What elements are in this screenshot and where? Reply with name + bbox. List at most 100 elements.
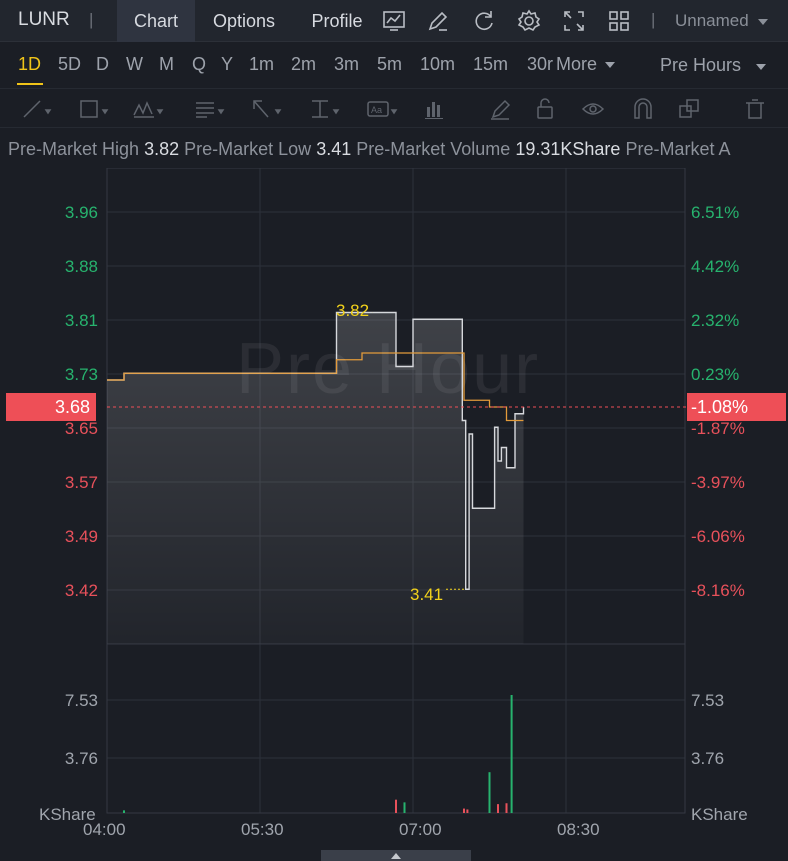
volume-bar xyxy=(395,799,397,813)
volume-unit-right: KShare xyxy=(691,805,748,824)
average-price-line xyxy=(107,352,524,422)
low-annotation: 3.41 xyxy=(410,585,444,604)
volume-label: Pre-Market Volume xyxy=(356,139,511,159)
edit-pen-icon[interactable] xyxy=(425,8,451,34)
current-price-badge: 3.68 xyxy=(6,393,96,421)
period-q[interactable]: Q xyxy=(192,54,207,74)
period-3m[interactable]: 3m xyxy=(334,54,360,74)
time-axis-label: 08:30 xyxy=(557,820,600,839)
pattern-icon[interactable] xyxy=(132,97,164,121)
trash-icon[interactable] xyxy=(742,97,774,121)
price-axis-label: 3.65 xyxy=(64,419,98,438)
pct-axis-label: -8.16% xyxy=(691,581,745,600)
current-change-badge: -1.08% xyxy=(687,393,786,421)
duplicate-icon[interactable] xyxy=(677,97,709,121)
ticker-separator: | xyxy=(89,10,94,29)
pct-axis-label: 4.42% xyxy=(691,257,740,276)
time-axis-label: 04:00 xyxy=(83,820,126,839)
eye-icon[interactable] xyxy=(580,97,612,121)
volume-axis-label: 7.53 xyxy=(64,691,98,710)
active-period-indicator xyxy=(17,83,43,85)
grid-layout-icon[interactable] xyxy=(606,8,632,34)
period-bar: 1D 5D D W M Q Y 1m 2m 3m 5m 10m 15m 30r … xyxy=(0,43,788,87)
volume-value: 19.31KShare xyxy=(515,139,621,159)
price-axis-label: 3.49 xyxy=(64,527,98,546)
pct-axis-label: -3.97% xyxy=(691,473,745,492)
drawing-toolbar: Aa xyxy=(0,88,788,128)
trend-line-icon[interactable] xyxy=(20,97,52,121)
low-value: 3.41 xyxy=(316,139,352,159)
price-axis-label: 3.73 xyxy=(64,365,98,384)
volume-bar xyxy=(510,694,513,813)
session-selector[interactable]: Pre Hours xyxy=(660,55,742,75)
period-2m[interactable]: 2m xyxy=(291,54,317,74)
period-15m[interactable]: 15m xyxy=(473,54,509,74)
more-chevron-icon[interactable] xyxy=(605,62,615,68)
price-line xyxy=(107,311,525,590)
volume-axis-label: 3.76 xyxy=(64,749,98,768)
indicator-icon[interactable] xyxy=(423,97,455,121)
arrow-icon[interactable] xyxy=(250,97,282,121)
chevron-down-icon[interactable] xyxy=(758,19,768,25)
price-axis-label: 3.57 xyxy=(64,473,98,492)
pct-axis-label: 6.51% xyxy=(691,203,740,222)
price-chart[interactable]: Pre Hour 3.96 3.88 3.81 3.73 3.65 3.57 3… xyxy=(0,168,788,848)
volume-bar xyxy=(123,810,125,813)
chart-window-icon[interactable] xyxy=(381,8,407,34)
layout-selector[interactable]: Unnamed xyxy=(675,11,749,30)
chart-watermark: Pre Hour xyxy=(236,329,541,409)
price-area xyxy=(107,312,524,644)
brush-icon[interactable] xyxy=(487,97,519,121)
top-bar: LUNR | Chart Options Profile | Unnamed xyxy=(0,0,788,42)
period-1d[interactable]: 1D xyxy=(18,54,42,74)
settings-gear-icon[interactable] xyxy=(516,8,542,34)
price-axis-label: 3.96 xyxy=(64,203,98,222)
period-w[interactable]: W xyxy=(126,54,143,74)
period-1m[interactable]: 1m xyxy=(249,54,275,74)
pct-axis-label: -1.87% xyxy=(691,419,745,438)
period-5m[interactable]: 5m xyxy=(377,54,403,74)
volume-bar xyxy=(497,804,499,813)
volume-bar xyxy=(463,808,465,813)
high-annotation: 3.82 xyxy=(336,301,370,320)
volume-bar xyxy=(505,803,508,813)
volume-axis-label: 3.76 xyxy=(691,749,725,768)
measure-icon[interactable] xyxy=(308,97,340,121)
period-d[interactable]: D xyxy=(96,54,109,74)
price-axis-label: 3.88 xyxy=(64,257,98,276)
pct-axis-label: -6.06% xyxy=(691,527,745,546)
chart-canvas[interactable] xyxy=(0,168,788,848)
volume-unit-left: KShare xyxy=(39,805,96,824)
price-axis-label: 3.42 xyxy=(64,581,98,600)
expand-up-icon[interactable] xyxy=(391,853,401,859)
session-chevron-icon[interactable] xyxy=(756,64,766,70)
more-periods-button[interactable]: More xyxy=(556,54,598,74)
text-note-icon[interactable] xyxy=(193,97,225,121)
period-5d[interactable]: 5D xyxy=(58,54,82,74)
ticker-symbol[interactable]: LUNR xyxy=(18,9,70,30)
period-y[interactable]: Y xyxy=(221,54,234,74)
rectangle-icon[interactable] xyxy=(77,97,109,121)
magnet-icon[interactable] xyxy=(630,97,662,121)
high-label: Pre-Market High xyxy=(8,139,140,159)
lock-icon[interactable] xyxy=(532,97,564,121)
tab-chart[interactable]: Chart xyxy=(117,0,195,42)
period-10m[interactable]: 10m xyxy=(420,54,456,74)
tab-profile[interactable]: Profile xyxy=(311,11,363,31)
low-label: Pre-Market Low xyxy=(184,139,312,159)
text-label-icon[interactable]: Aa xyxy=(366,97,398,121)
period-30m[interactable]: 30r xyxy=(527,54,554,74)
price-axis-label: 3.81 xyxy=(64,311,98,330)
volume-axis-label: 7.53 xyxy=(691,691,725,710)
amount-label: Pre-Market A xyxy=(625,139,731,159)
period-m[interactable]: M xyxy=(159,54,174,74)
volume-bar xyxy=(488,772,491,813)
volume-bar xyxy=(466,809,469,813)
time-axis-label: 05:30 xyxy=(241,820,284,839)
volume-bar xyxy=(403,802,406,813)
refresh-icon[interactable] xyxy=(471,8,497,34)
fullscreen-icon[interactable] xyxy=(561,8,587,34)
pct-axis-label: 2.32% xyxy=(691,311,740,330)
tab-options[interactable]: Options xyxy=(212,11,276,31)
pct-axis-label: 0.23% xyxy=(691,365,740,384)
